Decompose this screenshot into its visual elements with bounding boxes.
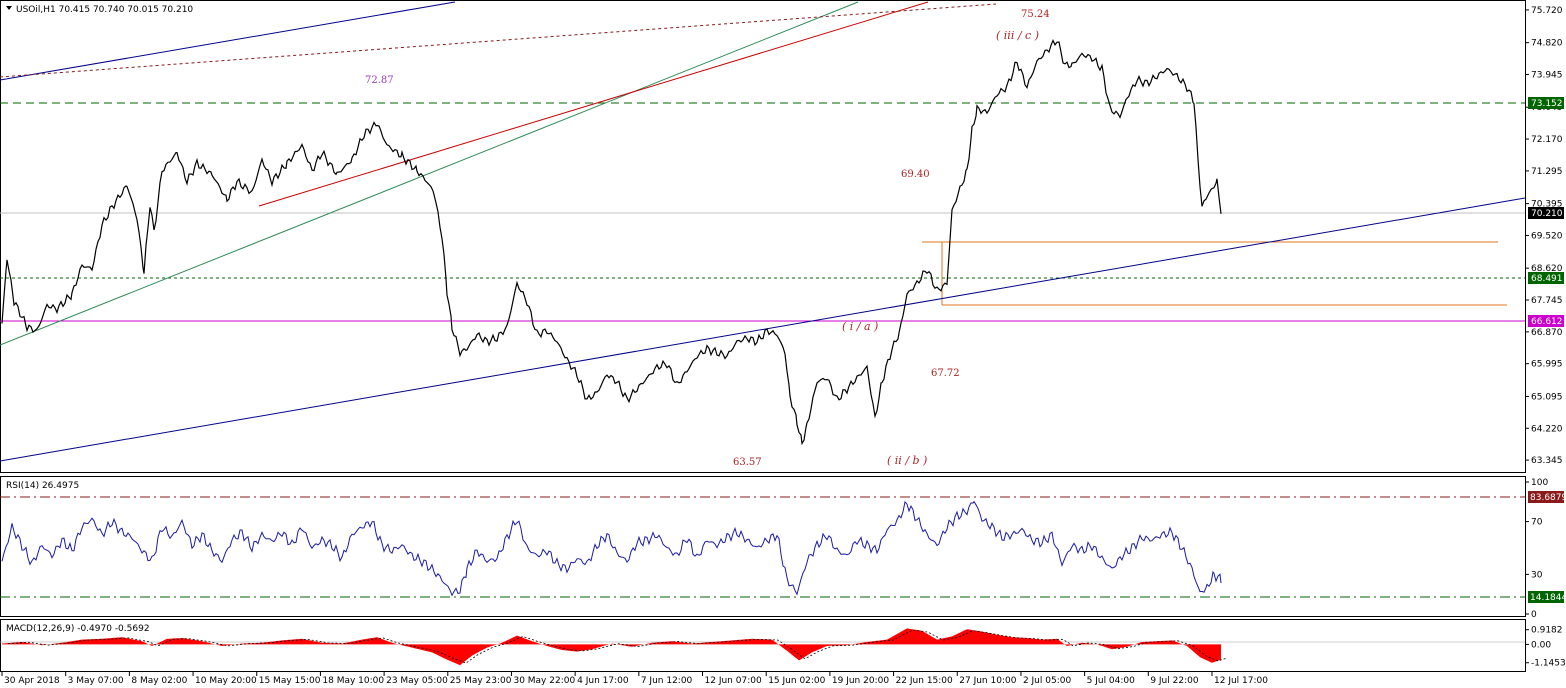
price-y-tick-label: 64.220 <box>1531 424 1563 434</box>
x-tick-label: 30 Apr 2018 <box>4 676 60 686</box>
annotation-low: 63.57 <box>733 457 762 468</box>
macd-y-tick-label: 0.9182 <box>1531 626 1563 636</box>
price-y-tick-label: 65.095 <box>1531 392 1563 402</box>
badge-resistance <box>1528 97 1564 109</box>
wave-label-ii-b: ( ii / b ) <box>887 454 927 467</box>
macd-y-tick-label: -1.1453 <box>1531 659 1566 669</box>
annotation-high: 75.24 <box>1021 9 1050 20</box>
macd-signal-line <box>7 629 1228 664</box>
x-axis: 30 Apr 2018 3 May 07:00 8 May 02:00 10 May … <box>1 672 1268 686</box>
x-tick-label: 3 May 07:00 <box>68 676 124 686</box>
badge-current-text: 70.210 <box>1531 209 1563 219</box>
price-series-line <box>1 39 1222 446</box>
x-tick-label: 2 Jul 05:00 <box>1023 676 1072 686</box>
price-y-tick-label: 71.295 <box>1531 167 1563 177</box>
price-panel-frame <box>0 0 1526 473</box>
wave-label-iii-c: ( iii / c ) <box>996 29 1039 42</box>
price-y-tick-label: 75.720 <box>1531 6 1563 16</box>
price-y-tick-label: 69.520 <box>1531 231 1563 241</box>
rsi-y-tick-label: 100 <box>1531 478 1548 488</box>
x-tick-label: 15 Jun 02:00 <box>768 676 825 686</box>
price-badges: 73.152 70.210 68.491 66.612 83.6879 14.1… <box>1528 97 1566 603</box>
price-y-tick-label: 65.995 <box>1531 360 1563 370</box>
panel-borders <box>0 0 1526 672</box>
x-tick-label: 25 May 23:00 <box>450 676 512 686</box>
panel-headers: USOil,H1 70.415 70.740 70.015 70.210 RSI… <box>6 5 193 634</box>
symbol-header: USOil,H1 70.415 70.740 70.015 70.210 <box>16 5 193 15</box>
price-y-tick-label: 72.170 <box>1531 135 1563 145</box>
badge-resistance-text: 73.152 <box>1531 99 1563 109</box>
rsi-header: RSI(14) 26.4975 <box>6 481 79 491</box>
price-y-tick-label: 66.870 <box>1531 328 1563 338</box>
badge-support-magenta <box>1528 315 1564 327</box>
x-tick-label: 15 May 15:00 <box>259 676 321 686</box>
badge-rsi-upper-text: 83.6879 <box>1530 493 1566 503</box>
x-tick-label: 19 Jun 20:00 <box>832 676 889 686</box>
rsi-y-axis: 100 70 30 0 <box>1525 478 1548 620</box>
price-y-axis: 75.72074.82073.94573.04572.17071.29570.3… <box>1525 6 1563 466</box>
rsi-series-line <box>1 500 1222 597</box>
x-tick-label: 10 May 20:00 <box>195 676 257 686</box>
macd-header: MACD(12,26,9) -0.4970 -0.5692 <box>6 624 150 634</box>
x-tick-label: 22 Jun 15:00 <box>896 676 953 686</box>
badge-support-green-text: 68.491 <box>1531 274 1563 284</box>
x-tick-label: 4 Jun 17:00 <box>577 676 629 686</box>
macd-histogram <box>2 628 1221 666</box>
drawings <box>0 1 1526 462</box>
badge-rsi-lower-text: 14.1844 <box>1530 593 1566 603</box>
green-trendline[interactable] <box>0 1 859 346</box>
annotation-prev-high: 72.87 <box>365 75 394 86</box>
x-tick-label: 12 Jul 17:00 <box>1214 676 1268 686</box>
x-tick-label: 8 May 02:00 <box>131 676 187 686</box>
x-tick-label: 9 Jul 22:00 <box>1150 676 1199 686</box>
macd-y-tick-label: 0.00 <box>1531 640 1551 650</box>
rsi-panel-frame <box>0 476 1526 617</box>
rsi-y-tick-label: 30 <box>1531 570 1543 580</box>
red-dotted-trendline[interactable] <box>0 3 997 78</box>
badge-support-green <box>1528 272 1564 284</box>
price-y-tick-label: 67.745 <box>1531 296 1563 306</box>
rsi-y-tick-label: 70 <box>1531 518 1543 528</box>
x-tick-label: 12 Jun 07:00 <box>705 676 762 686</box>
annotation-69-40: 69.40 <box>901 169 930 180</box>
annotation-67-72: 67.72 <box>931 368 960 379</box>
wave-label-i-a: ( i / a ) <box>842 320 878 333</box>
badge-rsi-lower <box>1528 591 1564 603</box>
macd-panel-frame <box>0 619 1526 672</box>
x-tick-label: 30 May 22:00 <box>513 676 575 686</box>
x-tick-label: 27 Jun 10:00 <box>959 676 1016 686</box>
collapse-triangle-icon[interactable] <box>6 6 12 10</box>
price-y-tick-label: 74.820 <box>1531 39 1563 49</box>
x-tick-label: 5 Jul 04:00 <box>1087 676 1136 686</box>
badge-rsi-upper <box>1528 491 1564 503</box>
badge-support-magenta-text: 66.612 <box>1531 317 1563 327</box>
x-tick-label: 23 May 05:00 <box>386 676 448 686</box>
red-trendline[interactable] <box>258 1 929 207</box>
rsi-levels <box>0 496 1525 598</box>
x-tick-label: 18 May 10:00 <box>322 676 384 686</box>
x-tick-label: 7 Jun 12:00 <box>641 676 693 686</box>
badge-current <box>1528 207 1564 219</box>
price-y-tick-label: 63.345 <box>1531 456 1563 466</box>
wave-annotations: ( iii / c ) ( i / a ) ( ii / b ) 75.24 7… <box>365 9 1050 468</box>
macd-y-axis: 0.9182 0.00 -1.1453 <box>1525 626 1566 669</box>
price-y-tick-label: 70.395 <box>1531 200 1563 210</box>
blue-lower-trendline[interactable] <box>0 197 1526 462</box>
rsi-y-tick-label: 0 <box>1531 610 1537 620</box>
price-y-tick-label: 73.945 <box>1531 70 1563 80</box>
price-y-tick-label: 68.620 <box>1531 264 1563 274</box>
blue-upper-trendline[interactable] <box>0 1 456 81</box>
